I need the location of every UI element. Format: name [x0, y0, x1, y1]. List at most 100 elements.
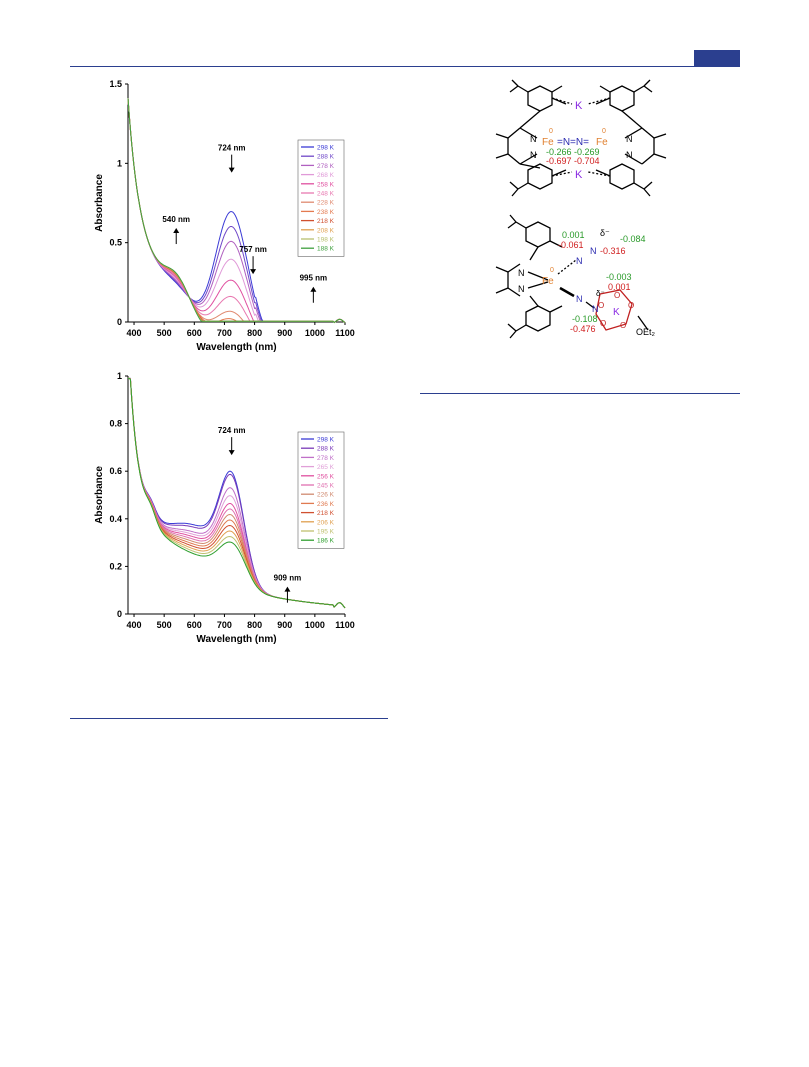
charge-1-red: -0.061 [558, 240, 584, 250]
fe-atom: Fe [542, 276, 554, 287]
x-tick-label: 1100 [335, 328, 355, 338]
legend-label: 265 K [317, 464, 335, 471]
series-line [127, 98, 346, 324]
annotation-label: 757 nm [239, 245, 267, 254]
n-atom-left-top: N [530, 134, 537, 144]
charge-1-green: 0.001 [562, 230, 585, 240]
structure-dinuclear-iron-n2: K K N N N N Fe 0 =N=N= Fe 0 -0.266 -0.26… [495, 79, 667, 197]
charges-red-top: -0.697 -0.704 [546, 156, 600, 166]
chart-temperature-uv-vis-top: 400 500 600 700 800 900 1000 1100 0 0.5 1 1.5 Wavele… [94, 79, 355, 353]
figure-rule-right [420, 393, 740, 394]
n2-terminal-n: N [576, 256, 583, 266]
chart-temperature-uv-vis-bottom: 400 500 600 700 800 900 1000 1100 0 0.2 0.4 0.6 0.8 1… [94, 371, 355, 645]
x-axis-label: Wavelength (nm) [196, 634, 276, 645]
y-axis-label: Absorbance [94, 174, 105, 232]
y-tick-label: 0.4 [109, 514, 122, 524]
n2-bridge-n: N [576, 294, 583, 304]
n-atom-right-bottom: N [626, 150, 633, 160]
n-atom-lower: N [518, 284, 525, 294]
crown-o4: O [600, 319, 606, 328]
legend-box [297, 431, 345, 549]
x-tick-label: 1100 [335, 620, 355, 630]
x-tick-label: 400 [127, 620, 142, 630]
x-tick-label: 1000 [305, 620, 325, 630]
legend-label: 288 K [317, 446, 335, 453]
x-tick-label: 800 [247, 620, 262, 630]
annotation-label: 995 nm [300, 274, 328, 283]
annotation-arrowhead [228, 450, 235, 456]
annotation-arrowhead [228, 167, 235, 173]
y-tick-label: 0.5 [109, 238, 122, 248]
legend-label: 236 K [317, 501, 335, 508]
x-tick-label: 600 [187, 328, 202, 338]
legend-label: 198 K [317, 237, 335, 244]
fe-atom-right: Fe [596, 137, 608, 148]
charge-3-red: 0.001 [608, 282, 631, 292]
annotation-label: 724 nm [218, 144, 246, 153]
delta-top: δ⁻ [600, 228, 610, 238]
annotation-arrowhead [250, 269, 257, 275]
k-atom: K [613, 307, 620, 318]
legend-label: 258 K [317, 181, 335, 188]
crown-o2: O [628, 301, 634, 310]
n2-bridge-n2: N [592, 304, 599, 314]
annotation-arrowhead [173, 228, 180, 234]
x-tick-label: 900 [277, 620, 292, 630]
x-tick-label: 400 [127, 328, 142, 338]
annotation-label: 540 nm [162, 215, 190, 224]
series-line [128, 377, 346, 609]
x-tick-label: 800 [247, 328, 262, 338]
y-tick-label: 1 [117, 158, 122, 168]
legend-label: 268 K [317, 172, 335, 179]
x-tick-label: 700 [217, 620, 232, 630]
x-tick-label: 1000 [305, 328, 325, 338]
structure-mononuclear-iron-n2: N N Fe 0 N N N N K OEt₂ δ⁻ δ⁻ 0.001 -0.0… [495, 214, 656, 339]
x-tick-label: 500 [157, 328, 172, 338]
header-tab [694, 50, 740, 66]
fe-ox-left: 0 [549, 128, 553, 135]
n-atom-right-top: N [626, 134, 633, 144]
x-tick-label: 900 [277, 328, 292, 338]
k-atom-top: K [575, 100, 583, 112]
n-atom-left-bottom: N [530, 150, 537, 160]
y-tick-label: 0.6 [109, 466, 122, 476]
crown-o3: O [598, 301, 604, 310]
legend-label: 206 K [317, 519, 335, 526]
y-axis-label: Absorbance [94, 466, 105, 524]
x-tick-label: 700 [217, 328, 232, 338]
legend-label: 226 K [317, 492, 335, 499]
crown-o1: O [614, 291, 620, 300]
annotation-label: 909 nm [274, 574, 302, 583]
x-tick-label: 600 [187, 620, 202, 630]
legend-label: 248 K [317, 191, 335, 198]
annotation-arrowhead [310, 286, 317, 292]
x-tick-label: 500 [157, 620, 172, 630]
crown-o5: O [620, 321, 626, 330]
legend-label: 218 K [317, 218, 335, 225]
fe-atom-left: Fe [542, 137, 554, 148]
header-rule [70, 66, 740, 67]
charge-2-red: -0.316 [600, 246, 626, 256]
fe-ox: 0 [550, 267, 554, 274]
oet2-label: OEt₂ [636, 327, 656, 337]
x-axis-label: Wavelength (nm) [196, 342, 276, 353]
delta-bottom: δ⁻ [596, 289, 605, 298]
k-atom-bottom: K [575, 169, 583, 181]
annotation-arrowhead [284, 586, 291, 592]
charge-2-green: -0.084 [620, 234, 646, 244]
legend-box [297, 139, 345, 257]
figure-rule-left [70, 718, 388, 719]
legend-label: 256 K [317, 473, 335, 480]
fe-ox-right: 0 [602, 128, 606, 135]
y-tick-label: 0.2 [109, 561, 122, 571]
legend-label: 208 K [317, 227, 335, 234]
legend-label: 245 K [317, 483, 335, 490]
legend-label: 218 K [317, 510, 335, 517]
y-tick-label: 0 [117, 317, 122, 327]
legend-label: 195 K [317, 529, 335, 536]
legend-label: 188 K [317, 246, 335, 253]
legend-label: 278 K [317, 455, 335, 462]
legend-label: 238 K [317, 209, 335, 216]
n-atom-upper: N [518, 268, 525, 278]
legend-label: 228 K [317, 200, 335, 207]
